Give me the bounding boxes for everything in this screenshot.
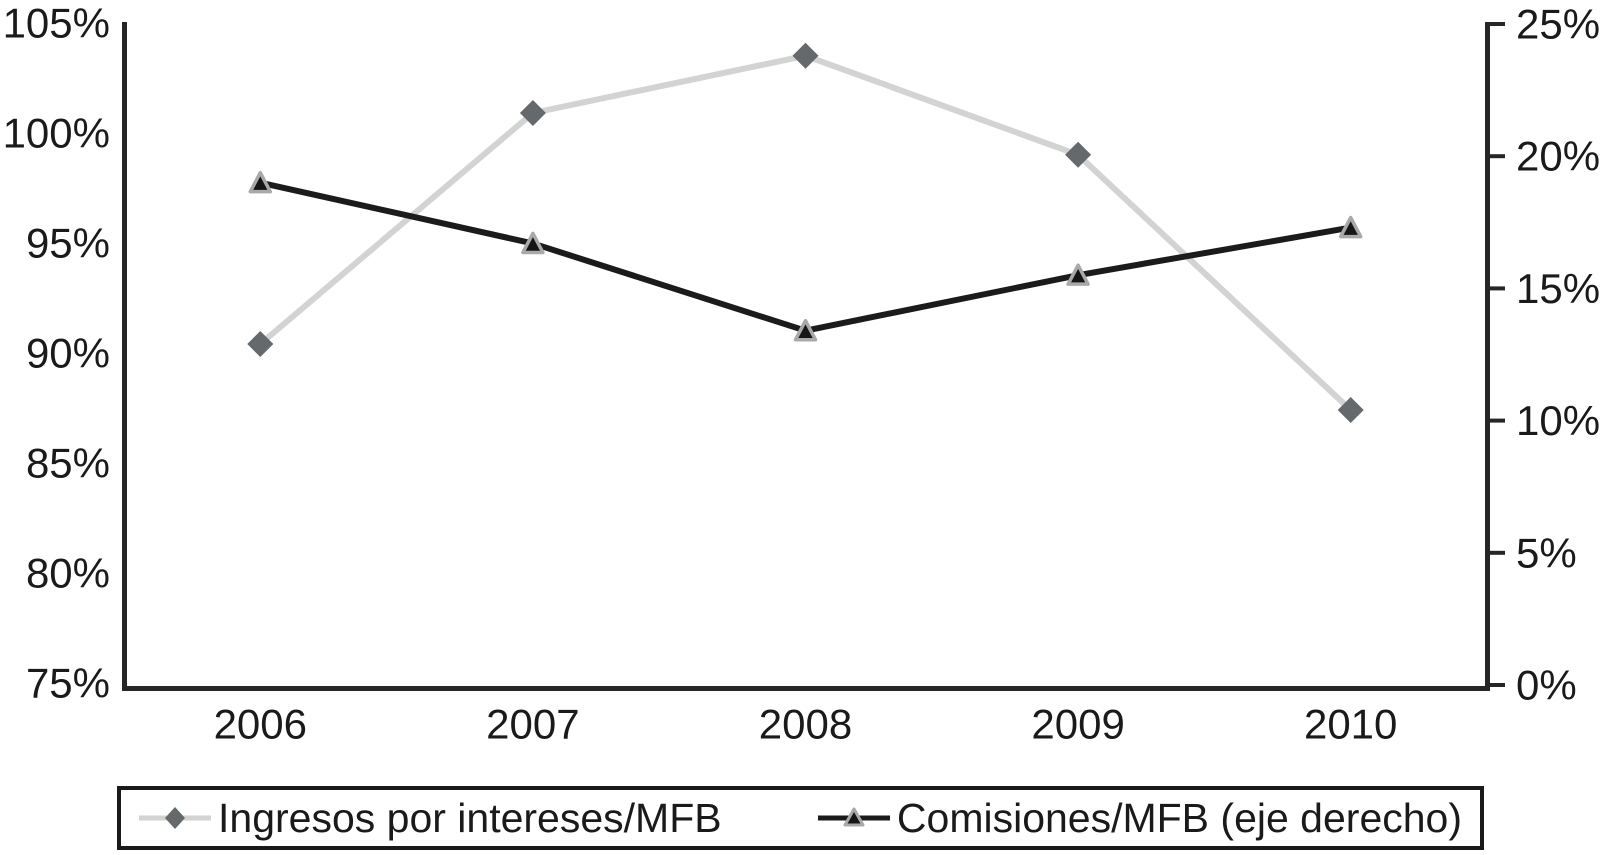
right-axis-tick: [1485, 550, 1505, 555]
right-axis-tick-label: 25%: [1516, 1, 1600, 48]
left-axis-tick-label: 80%: [26, 550, 110, 597]
right-axis-tick-label: 20%: [1516, 133, 1600, 180]
diamond-data-point-marker: [1337, 397, 1364, 423]
left-axis-tick-label: 100%: [3, 110, 110, 157]
left-axis-tick-label: 85%: [26, 440, 110, 487]
right-y-axis-line: [1485, 22, 1490, 691]
legend-label: Comisiones/MFB (eje derecho): [896, 794, 1462, 841]
triangle-data-point-marker: [1066, 263, 1090, 286]
triangle-data-point-marker: [248, 170, 273, 194]
legend-diamond-marker-icon: [139, 807, 211, 829]
left-axis-tick-label: 75%: [26, 660, 110, 707]
legend: Ingresos por intereses/MFB Comisiones/MFB…: [117, 786, 1484, 850]
triangle-data-point-marker: [1338, 215, 1363, 239]
right-axis-tick-label: 15%: [1516, 265, 1600, 312]
right-axis-tick: [1485, 154, 1505, 159]
left-axis-tick-label: 90%: [26, 330, 110, 377]
left-axis-tick-label: 95%: [26, 220, 110, 267]
legend-entry: Ingresos por intereses/MFB: [139, 794, 722, 841]
x-axis-label: 2009: [1031, 701, 1124, 748]
x-axis-line: [122, 686, 1490, 691]
right-axis-tick-label: 10%: [1516, 397, 1600, 444]
right-axis-tick: [1485, 22, 1505, 26]
right-axis-tick-label: 5%: [1516, 529, 1577, 576]
legend-triangle-marker-icon: [817, 807, 890, 827]
right-axis-tick: [1485, 683, 1505, 687]
x-axis-label: 2008: [759, 701, 852, 748]
right-axis-tick: [1485, 418, 1505, 423]
triangle-data-point-marker: [793, 318, 818, 342]
x-axis-label: 2006: [214, 701, 307, 748]
diamond-data-point-marker: [519, 100, 546, 126]
diamond-icon: [165, 807, 185, 829]
diamond-data-point-marker: [247, 331, 274, 357]
right-axis-tick: [1485, 286, 1505, 291]
left-axis-tick-label: 105%: [3, 0, 110, 47]
x-axis-label: 2010: [1304, 701, 1397, 748]
diamond-data-point-marker: [792, 42, 819, 69]
x-axis-label: 2007: [486, 701, 579, 748]
legend-entry: Comisiones/MFB (eje derecho): [817, 794, 1462, 841]
diamond-data-point-marker: [1065, 141, 1092, 168]
left-y-axis-line: [122, 22, 127, 691]
legend-label: Ingresos por intereses/MFB: [218, 794, 722, 841]
triangle-data-point-marker: [521, 231, 545, 255]
series-line-ingresos: [258, 52, 1353, 413]
right-axis-tick-label: 0%: [1516, 662, 1577, 709]
triangle-icon: [843, 807, 865, 827]
plot-area: 105% 100% 95% 90% 85% 80% 75% 25% 20% 15% 10% 5% 0% 2…: [3, 0, 1600, 748]
